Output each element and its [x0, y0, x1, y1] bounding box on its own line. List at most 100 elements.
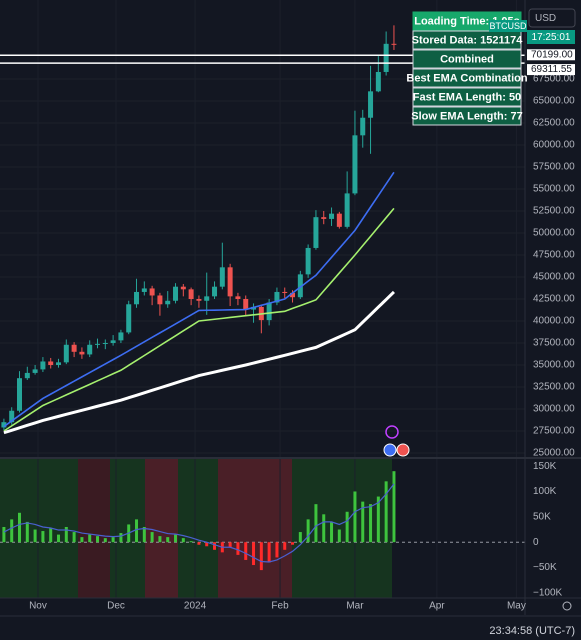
- currency-button[interactable]: [528, 8, 576, 28]
- histogram-bar: [111, 537, 115, 543]
- y-tick-label: 30000.00: [533, 404, 575, 415]
- histogram-bar: [369, 504, 373, 543]
- candle-body: [243, 298, 249, 310]
- histogram-bar: [25, 521, 29, 543]
- histogram-bar: [88, 534, 92, 543]
- tags: USD BTCUSD 17:25:01: [489, 8, 576, 44]
- histogram-bar: [283, 542, 287, 550]
- candle-body: [40, 361, 46, 370]
- histogram-bar: [392, 471, 396, 543]
- info-box: [412, 30, 522, 50]
- candle-body: [118, 332, 124, 341]
- histogram-bar: [150, 532, 154, 543]
- x-tick-label: Dec: [107, 601, 125, 612]
- y-tick-label: 65000.00: [533, 96, 575, 107]
- settings-icon[interactable]: [562, 601, 572, 611]
- candle-body: [110, 340, 116, 343]
- histogram-bar: [72, 532, 76, 543]
- footer-time: 23:34:58 (UTC-7): [489, 625, 575, 637]
- histogram-bar: [135, 519, 139, 543]
- candle-body: [391, 43, 397, 45]
- candle-body: [360, 117, 366, 136]
- y-tick-label: 55000.00: [533, 184, 575, 195]
- histogram-bar: [166, 537, 170, 543]
- info-box: [412, 87, 522, 107]
- currency[interactable]: USD: [535, 13, 556, 24]
- candle-body: [274, 291, 280, 303]
- x-tick-label: 2024: [184, 601, 207, 612]
- histogram-bar: [314, 504, 318, 543]
- y-tick-label: 60000.00: [533, 140, 575, 151]
- x-tick-label: Apr: [429, 601, 445, 612]
- shade-green: [178, 459, 218, 598]
- indicator-shading: [0, 459, 392, 598]
- x-tick-label: Feb: [271, 601, 289, 612]
- event-flag[interactable]: [383, 443, 397, 457]
- candle-body: [95, 343, 101, 345]
- x-tick-label: Nov: [29, 601, 47, 612]
- y-tick-label: 40000.00: [533, 316, 575, 327]
- candle-body: [102, 342, 108, 344]
- histogram-bar: [49, 528, 53, 543]
- candle-body: [368, 91, 374, 118]
- candle-body: [165, 300, 171, 305]
- histogram-bar: [259, 542, 263, 571]
- histogram-bar: [189, 541, 193, 543]
- histogram-bar: [384, 481, 388, 543]
- candle-body: [305, 247, 311, 275]
- candle-body: [219, 267, 225, 287]
- histogram-bar: [322, 514, 326, 543]
- candle-body: [79, 351, 85, 355]
- histogram-bar: [174, 534, 178, 543]
- y-tick-label: 52500.00: [533, 206, 575, 217]
- histogram-bar: [64, 526, 68, 543]
- event-flag[interactable]: [396, 443, 410, 457]
- info-text: Best EMA Combination: [406, 72, 527, 84]
- candle-body: [352, 135, 358, 194]
- y-tick-label: 37500.00: [533, 338, 575, 349]
- histogram-bar: [205, 542, 209, 547]
- candle-body: [290, 292, 296, 298]
- histogram-bar: [353, 491, 357, 543]
- candle-body: [173, 286, 179, 301]
- histogram-bar: [119, 533, 123, 543]
- y-tick-label: 57500.00: [533, 162, 575, 173]
- candle-body: [157, 295, 163, 305]
- histogram-bar: [252, 542, 256, 566]
- shade-red: [145, 459, 178, 598]
- event-icon[interactable]: [385, 425, 399, 439]
- y-tick-label: 35000.00: [533, 360, 575, 371]
- y-tick-label: 50000.00: [533, 228, 575, 239]
- ema-line: [3, 171, 395, 428]
- candle-body: [383, 43, 389, 72]
- candle-body: [126, 304, 132, 333]
- histogram-bar: [298, 532, 302, 543]
- histogram-bar: [330, 521, 334, 543]
- histogram-bar: [228, 542, 232, 548]
- histogram-bar: [142, 526, 146, 543]
- ema-line: [3, 290, 395, 435]
- candle-body: [56, 362, 62, 365]
- symbol-tag-text: BTCUSD: [489, 21, 527, 31]
- candle-body: [336, 213, 342, 227]
- candle-body: [17, 378, 23, 411]
- y-tick-label: 67500.00: [533, 74, 575, 85]
- symbol-tag: [489, 20, 527, 32]
- histogram-bar: [236, 542, 240, 555]
- candle-body: [63, 344, 69, 363]
- histogram-bar: [306, 519, 310, 543]
- y-tick-label: 25000.00: [533, 448, 575, 459]
- info-text: Stored Data: 1521174: [412, 34, 524, 46]
- price-line-label: 70199.00: [531, 49, 573, 60]
- y-tick-label: 62500.00: [533, 118, 575, 129]
- y-tick-label: 27500.00: [533, 426, 575, 437]
- info-box: [412, 49, 522, 69]
- indicator-tick-label: 0: [533, 537, 539, 548]
- candle-body: [87, 344, 93, 355]
- candle-body: [329, 213, 335, 219]
- histogram-bar: [345, 511, 349, 543]
- y-tick-label: 45000.00: [533, 272, 575, 283]
- marks: [0, 25, 525, 571]
- histogram-bar: [291, 542, 295, 545]
- info-box: [412, 106, 522, 126]
